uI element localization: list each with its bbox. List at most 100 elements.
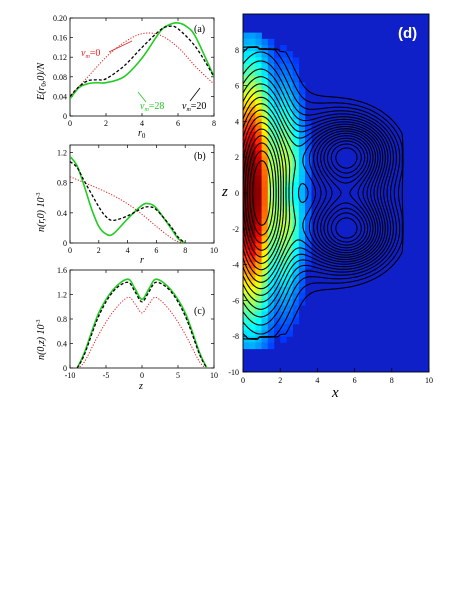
heatmap-cell (274, 144, 281, 151)
heatmap-cell (292, 88, 300, 95)
heatmap-cell (249, 156, 256, 164)
heatmap-cell (286, 88, 293, 95)
heatmap-cell (249, 218, 256, 226)
heatmap-ytick-label: 4 (235, 117, 239, 126)
heatmap-cell (274, 187, 281, 195)
panel-d-ylabel: z (221, 184, 228, 200)
heatmap-cell (280, 218, 287, 226)
2-xtick-label: 0 (140, 371, 144, 380)
heatmap-cell (274, 51, 281, 58)
heatmap-cell (255, 336, 262, 343)
contour-line (243, 46, 404, 340)
heatmap-cell (292, 200, 300, 207)
heatmap-cell (280, 324, 287, 331)
heatmap-cell (249, 82, 256, 89)
heatmap-cell (298, 231, 306, 238)
heatmap-cell (298, 162, 306, 170)
arrow-vm0 (108, 40, 133, 53)
heatmap-cell (305, 125, 312, 133)
heatmap-cell (286, 299, 293, 306)
heatmap-cell (255, 181, 262, 188)
heatmap-cell (298, 94, 306, 102)
1-xtick-label: 0 (68, 246, 72, 255)
heatmap-cell (249, 200, 256, 207)
heatmap-cell (292, 76, 300, 83)
heatmap-cell (255, 249, 262, 257)
contour-line (243, 83, 389, 303)
heatmap-cell (274, 156, 281, 164)
heatmap-cell (286, 243, 293, 250)
heatmap-cell (243, 69, 250, 77)
heatmap-cell (292, 138, 300, 145)
heatmap-cell (249, 169, 256, 176)
heatmap-cell (261, 100, 269, 108)
2-ytick-label: 1.2 (57, 291, 67, 300)
heatmap-cell (286, 268, 293, 275)
heatmap-cell (255, 51, 262, 58)
panel-a-ylabel: E(r0,0)/N (36, 62, 48, 101)
heatmap-cell (249, 57, 256, 64)
heatmap-cell (261, 138, 269, 145)
heatmap-cell (255, 224, 262, 232)
heatmap-cell (274, 63, 281, 71)
heatmap-cell (267, 243, 275, 250)
contour-line (243, 109, 379, 277)
heatmap-cell (298, 280, 306, 288)
heatmap-cell (292, 212, 300, 219)
heatmap-cell (274, 243, 281, 250)
heatmap-cell (249, 342, 256, 350)
heatmap-cell (280, 94, 287, 102)
annotation-vm0: vm=0 (81, 48, 100, 60)
1-ytick-label: 0 (63, 239, 67, 248)
contour-line (243, 60, 397, 326)
heatmap-cell (286, 249, 293, 257)
heatmap-cell (298, 249, 306, 257)
heatmap-cell (243, 32, 250, 40)
panel-b-ylabel: n(r,0) 10-3 (36, 193, 47, 232)
heatmap-cell (274, 107, 281, 114)
heatmap-ytick-label: -6 (232, 296, 239, 305)
heatmap-ytick-label: 8 (235, 46, 239, 55)
heatmap-cell (274, 237, 281, 244)
heatmap-cell (305, 138, 312, 145)
2-series-line-2 (76, 281, 208, 368)
heatmap-cell (249, 45, 256, 52)
heatmap-cell (292, 280, 300, 288)
heatmap-cell (286, 69, 293, 77)
heatmap-cell (305, 187, 312, 195)
1-frame (69, 144, 215, 244)
heatmap-cell (298, 150, 306, 157)
contour-line (243, 51, 401, 335)
heatmap-cell (261, 243, 269, 250)
heatmap-cell (249, 243, 256, 250)
heatmap-cell (261, 336, 269, 343)
heatmap-cell (280, 57, 287, 64)
heatmap-cell (261, 63, 269, 71)
panel-c-chart: -10 -5 0 5 10 0 0.4 0.8 1.2 1.6 (57, 266, 218, 380)
panel-c-xlabel: z (138, 381, 143, 392)
1-series-group (70, 155, 186, 243)
heatmap-cell (280, 69, 287, 77)
heatmap-cell (292, 69, 300, 77)
heatmap-cell (280, 125, 287, 133)
heatmap-cell (249, 262, 256, 269)
heatmap-cell (298, 218, 306, 226)
heatmap-cell (298, 138, 306, 145)
heatmap-cell (267, 286, 275, 294)
heatmap-cell (243, 336, 250, 343)
2-series-line-1 (76, 278, 208, 368)
heatmap-cell (292, 243, 300, 250)
heatmap-cell (267, 82, 275, 89)
heatmap-cell (249, 88, 256, 95)
heatmap-cell (286, 82, 293, 89)
heatmap-cell (255, 286, 262, 294)
heatmap-cell (292, 125, 300, 133)
heatmap-cell (243, 88, 250, 95)
heatmap-cell (274, 280, 281, 288)
panel-b-label: (b) (194, 151, 206, 162)
heatmap-cell (249, 224, 256, 232)
heatmap-cell (267, 45, 275, 52)
heatmap-cell (261, 200, 269, 207)
heatmap-cell (255, 69, 262, 77)
heatmap-cell (280, 262, 287, 269)
